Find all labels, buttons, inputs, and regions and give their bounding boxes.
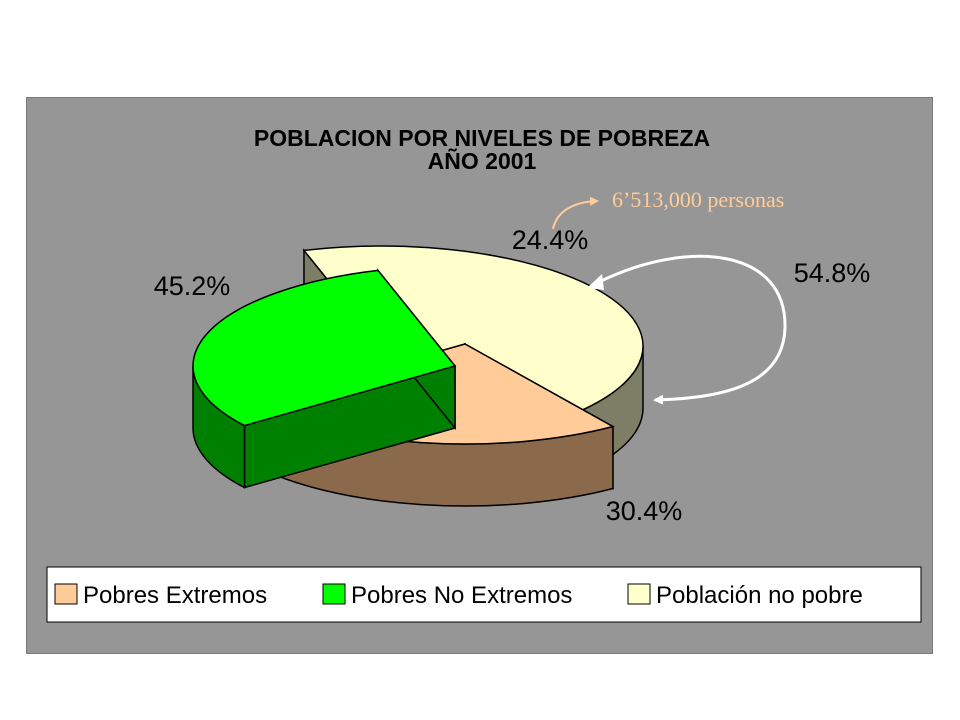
legend-label-pobres-extremos: Pobres Extremos bbox=[83, 582, 267, 609]
legend-swatch-pobres-no-extremos bbox=[322, 583, 346, 605]
chart-subtitle: AÑO 2001 bbox=[428, 147, 537, 174]
combined-arrow-start-head bbox=[587, 274, 604, 290]
slice-pobres-no-extremos bbox=[192, 269, 457, 427]
chart-svg: POBLACION POR NIVELES DE POBREZA AÑO 200… bbox=[46, 125, 922, 623]
legend-box bbox=[46, 566, 922, 623]
legend-label-pobres-no-extremos: Pobres No Extremos bbox=[351, 582, 572, 609]
data-label-pobres-no-extremos: 30.4% bbox=[606, 496, 683, 526]
data-label-poblacion-no-pobre: 45.2% bbox=[154, 271, 231, 301]
persons-note: 6’513,000 personas bbox=[612, 187, 784, 212]
legend: Pobres Extremos Pobres No Extremos Pobla… bbox=[46, 566, 922, 623]
legend-swatch-poblacion-no-pobre bbox=[627, 583, 651, 605]
data-label-pobres-extremos: 24.4% bbox=[512, 225, 589, 255]
pie-chart bbox=[192, 245, 644, 507]
chart-panel: POBLACION POR NIVELES DE POBREZA AÑO 200… bbox=[26, 97, 933, 654]
combined-poor-label: 54.8% bbox=[794, 258, 871, 288]
legend-swatch-pobres-extremos bbox=[54, 583, 78, 605]
combined-arrow bbox=[596, 254, 787, 405]
legend-label-poblacion-no-pobre: Población no pobre bbox=[656, 582, 863, 609]
persons-arrow bbox=[552, 196, 599, 230]
chart-title: POBLACION POR NIVELES DE POBREZA bbox=[254, 125, 710, 151]
